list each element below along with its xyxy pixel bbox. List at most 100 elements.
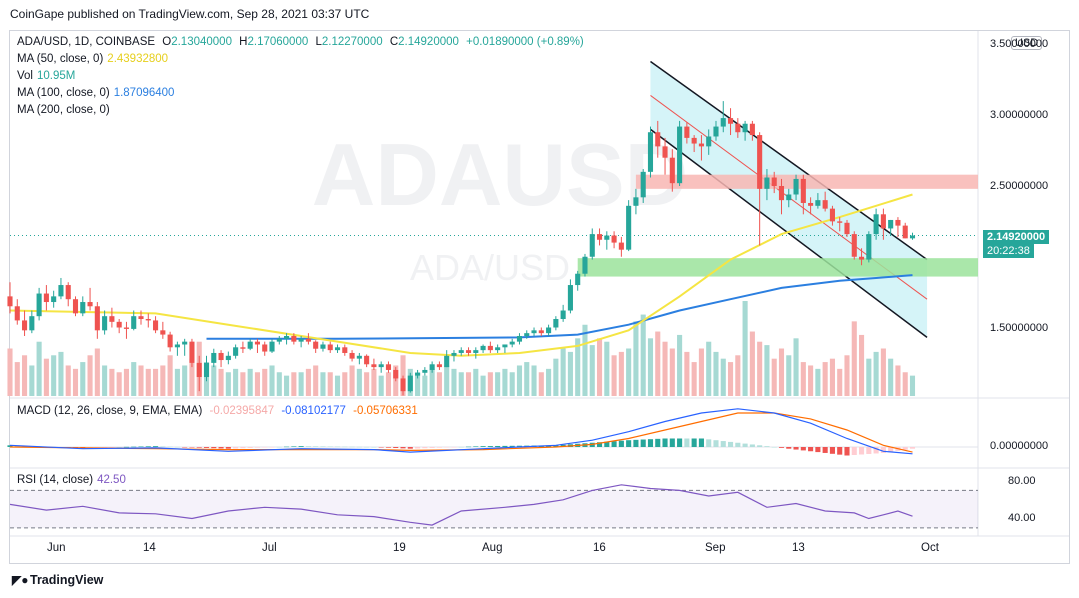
volume-bar xyxy=(102,365,108,396)
candle-body xyxy=(793,178,799,195)
ma200-label: MA (200, close, 0) xyxy=(17,104,110,116)
volume-bar xyxy=(880,348,886,396)
volume-bar xyxy=(589,345,595,396)
candle-body xyxy=(22,320,28,331)
macd-histogram-bar xyxy=(429,447,435,448)
macd-histogram-bar xyxy=(706,439,712,447)
rsi-tick-40: 40.00 xyxy=(1008,512,1036,524)
macd-histogram-bar xyxy=(509,445,515,447)
volume-bar xyxy=(793,338,799,396)
candle-body xyxy=(567,285,573,311)
candle-body xyxy=(895,219,901,226)
macd-histogram-bar xyxy=(866,447,872,454)
candle-body xyxy=(444,355,450,368)
volume-bar xyxy=(298,372,304,396)
macd-histogram-bar xyxy=(764,446,770,447)
price-tick-3.5: 3.50000000 xyxy=(990,38,1049,50)
volume-bar xyxy=(800,362,806,396)
candle-body xyxy=(589,234,595,257)
ma50-legend[interactable]: MA (50, close, 0) 2.43932800 xyxy=(17,53,168,65)
candle-body xyxy=(735,123,741,133)
macd-histogram-bar xyxy=(822,447,828,453)
volume-bar xyxy=(371,368,377,396)
rsi-line xyxy=(9,484,913,526)
candle-body xyxy=(487,345,493,351)
ma200-legend[interactable]: MA (200, close, 0) xyxy=(17,104,110,116)
volume-bar xyxy=(487,372,493,396)
macd-histogram-bar xyxy=(618,440,624,447)
macd-histogram-bar xyxy=(349,446,355,448)
volume-bar xyxy=(276,372,282,396)
date-tick-jul: Jul xyxy=(262,542,277,554)
candle-body xyxy=(553,319,559,328)
currency-button[interactable]: USD xyxy=(1011,36,1043,50)
symbol-legend[interactable]: ADA/USD, 1D, COINBASE O2.13040000 H2.170… xyxy=(17,36,584,48)
volume-bar xyxy=(305,368,311,396)
macd-legend[interactable]: MACD (12, 26, close, 9, EMA, EMA) -0.023… xyxy=(17,405,418,417)
macd-histogram-bar xyxy=(138,446,144,447)
macd-value: -0.08102177 xyxy=(281,405,346,417)
volume-legend[interactable]: Vol 10.95M xyxy=(17,70,75,82)
volume-bar xyxy=(764,345,770,396)
volume-bar xyxy=(749,331,755,396)
macd-histogram-bar xyxy=(385,447,392,448)
price-tick-3.0: 3.00000000 xyxy=(990,109,1049,121)
candle-body xyxy=(844,222,850,235)
macd-histogram-bar xyxy=(444,447,450,448)
macd-histogram-bar xyxy=(218,447,224,449)
macd-histogram-bar xyxy=(626,440,632,447)
candle-body xyxy=(153,320,159,331)
macd-histogram-bar xyxy=(596,442,603,447)
low-label: L xyxy=(315,36,322,48)
volume-bar xyxy=(742,301,748,396)
candle-body xyxy=(436,364,442,368)
tradingview-logo[interactable]: ◤● TradingView xyxy=(12,573,103,587)
candle-body xyxy=(888,219,894,229)
volume-bar xyxy=(706,341,712,396)
macd-histogram-bar xyxy=(160,446,166,447)
volume-bar xyxy=(851,321,857,396)
candle-body xyxy=(58,285,64,297)
volume-bar xyxy=(698,348,704,396)
volume-bar xyxy=(546,368,552,396)
macd-histogram-bar xyxy=(400,447,406,449)
volume-bar xyxy=(429,368,435,396)
candle-body xyxy=(757,135,763,189)
watermark-main: ADAUSD xyxy=(312,125,688,224)
candle-body xyxy=(7,296,13,307)
volume-bar xyxy=(109,368,115,396)
candle-body xyxy=(509,341,515,345)
symbol-line: ADA/USD, 1D, COINBASE xyxy=(17,36,156,48)
volume-bar xyxy=(553,358,559,396)
macd-histogram-bar xyxy=(254,447,261,448)
candle-body xyxy=(167,334,173,348)
macd-signal-line xyxy=(9,412,913,453)
volume-bar xyxy=(29,365,35,396)
volume-bar xyxy=(837,368,843,396)
ma50-line xyxy=(9,193,913,357)
macd-histogram-bar xyxy=(749,444,755,447)
macd-histogram-bar xyxy=(451,447,457,448)
volume-bar xyxy=(604,341,610,396)
volume-bar xyxy=(153,368,159,396)
macd-zero-tick: 0.00000000 xyxy=(990,440,1049,452)
volume-bar xyxy=(829,358,835,396)
macd-histogram-bar xyxy=(7,445,13,447)
candle-body xyxy=(356,355,362,359)
candle-body xyxy=(909,235,916,239)
candle-body xyxy=(633,197,639,206)
candle-body xyxy=(116,321,122,328)
close-value: 2.14920000 xyxy=(398,36,459,48)
macd-histogram-bar xyxy=(422,447,428,449)
macd-histogram-bar xyxy=(371,447,377,448)
rsi-legend[interactable]: RSI (14, close) 42.50 xyxy=(17,474,126,486)
volume-bar xyxy=(640,314,646,396)
volume-bar xyxy=(873,351,879,396)
candle-body xyxy=(706,136,712,147)
macd-histogram-bar xyxy=(662,438,668,447)
ma100-legend[interactable]: MA (100, close, 0) 1.87096400 xyxy=(17,87,174,99)
candle-body xyxy=(749,123,755,136)
candle-body xyxy=(618,242,624,250)
macd-histogram-bar xyxy=(320,446,326,447)
